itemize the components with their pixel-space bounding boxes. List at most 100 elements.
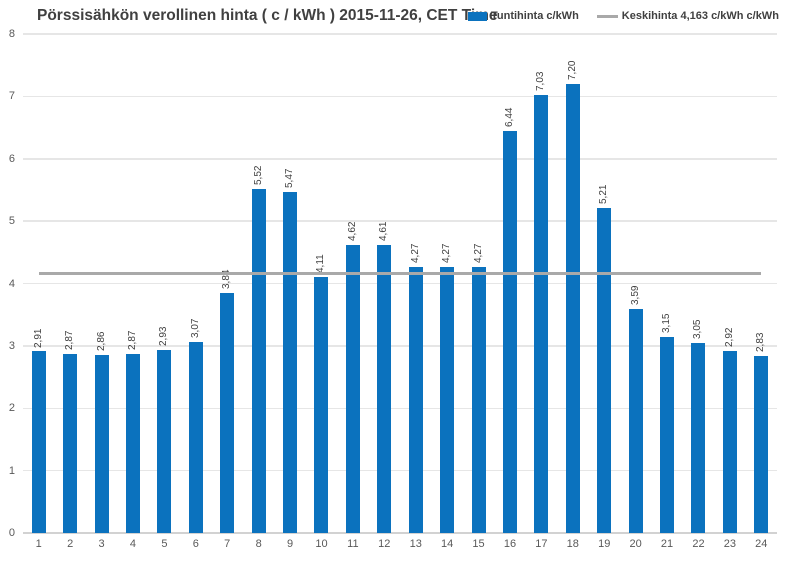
bar-value-label: 4,27 — [409, 243, 421, 263]
bar — [94, 354, 109, 533]
gridline — [23, 95, 777, 98]
bar-value-label: 5,21 — [598, 184, 610, 205]
bar-value-label: 4,27 — [441, 243, 453, 263]
legend: Tuntihinta c/kWh Keskihinta 4,163 c/kWh … — [468, 10, 779, 22]
x-tick-label: 4 — [129, 538, 137, 550]
x-tick-label: 13 — [409, 538, 422, 550]
bar — [345, 244, 360, 533]
bar — [565, 83, 580, 533]
y-tick-label: 1 — [8, 464, 15, 477]
bar-value-label: 7,20 — [566, 60, 578, 80]
x-tick-label: 23 — [723, 538, 736, 550]
bar-value-label: 4,61 — [378, 221, 390, 242]
bar-value-label: 3,15 — [661, 313, 673, 333]
bar — [408, 266, 423, 533]
legend-label-tuntihinta: Tuntihinta c/kWh — [491, 10, 579, 22]
x-tick-label: 17 — [535, 538, 548, 550]
bar-value-label: 6,44 — [503, 107, 515, 128]
y-tick-label: 4 — [8, 277, 15, 290]
y-tick-label: 6 — [8, 152, 15, 165]
x-tick-label: 11 — [347, 538, 359, 550]
chart-title: Pörssisähkön verollinen hinta ( c / kWh … — [37, 7, 498, 24]
x-tick-label: 15 — [472, 538, 485, 550]
x-tick-label: 22 — [692, 538, 705, 550]
bar — [534, 94, 549, 533]
bar-value-label: 4,62 — [346, 221, 358, 241]
bar-series-swatch-icon — [468, 11, 487, 21]
bar — [283, 191, 298, 533]
bar — [691, 342, 706, 533]
bar — [63, 353, 78, 533]
bar — [754, 356, 769, 533]
legend-item-keskihinta: Keskihinta 4,163 c/kWh c/kWh — [596, 10, 779, 22]
gridline — [23, 469, 777, 472]
x-tick-label: 20 — [629, 538, 642, 550]
y-tick-label: 8 — [8, 28, 15, 40]
legend-label-keskihinta: Keskihinta 4,163 c/kWh c/kWh — [621, 10, 779, 22]
bar-value-label: 7,03 — [535, 71, 547, 91]
bar-value-label: 2,86 — [95, 331, 107, 351]
bar-value-label: 3,59 — [629, 285, 641, 306]
x-tick-label: 24 — [755, 538, 768, 550]
bar-value-label: 2,91 — [32, 328, 44, 348]
bar — [377, 245, 392, 533]
x-tick-label: 21 — [660, 538, 674, 550]
bar — [628, 309, 643, 533]
bar-value-label: 4,27 — [472, 243, 484, 263]
bar — [157, 350, 172, 533]
bar-value-label: 3,07 — [189, 318, 201, 338]
y-tick-label: 5 — [8, 215, 15, 228]
y-tick-label: 3 — [8, 339, 15, 352]
bar-value-label: 4,11 — [315, 253, 327, 273]
bar — [660, 336, 675, 533]
bar — [502, 131, 517, 533]
gridline — [23, 282, 777, 285]
x-tick-label: 14 — [441, 538, 454, 550]
y-tick-label: 7 — [8, 90, 15, 103]
avg-line-swatch-icon — [596, 14, 618, 18]
x-tick-label: 3 — [98, 538, 105, 550]
bar — [471, 266, 486, 533]
bar-value-label: 2,87 — [126, 330, 138, 350]
y-tick-label: 2 — [8, 402, 15, 415]
bar-value-label: 2,92 — [723, 327, 735, 347]
gridline — [23, 158, 777, 160]
gridline — [23, 532, 777, 534]
x-tick-label: 6 — [192, 538, 199, 550]
gridline — [23, 33, 777, 35]
bar-value-label: 5,47 — [284, 168, 296, 188]
bar — [220, 293, 235, 533]
x-tick-label: 19 — [598, 538, 611, 550]
gridline — [23, 407, 777, 409]
x-tick-label: 9 — [286, 538, 294, 550]
bar — [314, 276, 329, 533]
gridline — [23, 220, 777, 222]
bar — [251, 188, 266, 533]
bar-value-label: 2,83 — [755, 333, 767, 353]
bar — [125, 353, 140, 533]
x-tick-label: 2 — [67, 538, 74, 550]
bar-value-label: 5,52 — [252, 165, 264, 185]
bar — [188, 341, 203, 533]
average-line — [38, 271, 762, 276]
x-tick-label: 18 — [566, 538, 579, 550]
bar-value-label: 3,05 — [692, 319, 704, 339]
bar-value-label: 2,93 — [158, 326, 170, 347]
bar — [31, 351, 46, 533]
x-tick-label: 7 — [224, 538, 231, 550]
gridline — [23, 345, 777, 347]
bar — [597, 208, 612, 533]
x-tick-label: 1 — [35, 538, 42, 550]
x-tick-label: 8 — [255, 538, 262, 550]
legend-item-tuntihinta: Tuntihinta c/kWh — [468, 10, 579, 22]
x-tick-label: 5 — [161, 538, 168, 550]
bar — [722, 350, 737, 533]
x-tick-label: 12 — [378, 538, 391, 550]
x-tick-label: 10 — [315, 538, 328, 550]
x-tick-label: 16 — [503, 538, 517, 550]
bar-value-label: 2,87 — [64, 330, 76, 350]
y-tick-label: 0 — [8, 527, 15, 539]
bar — [440, 266, 455, 533]
